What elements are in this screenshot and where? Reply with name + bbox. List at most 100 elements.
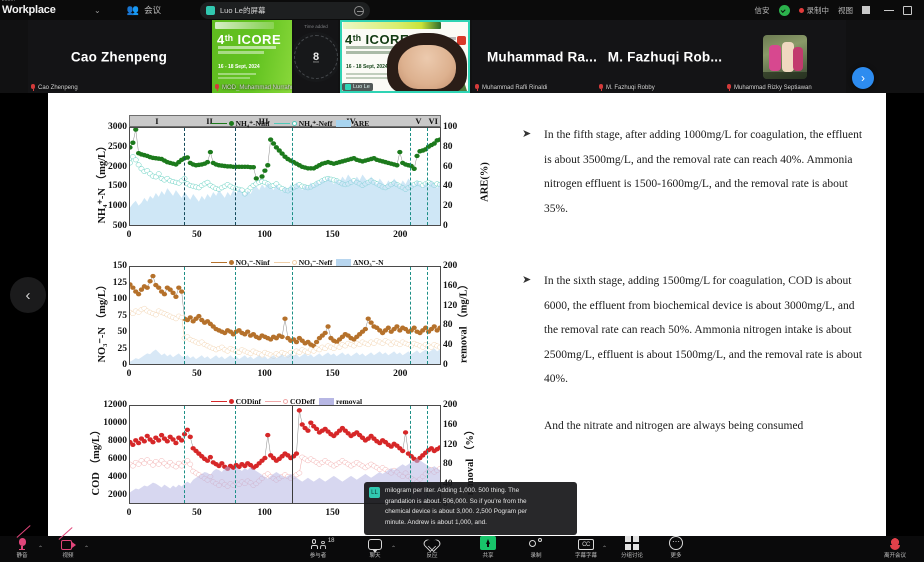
secure-label[interactable]: 信安 [754,5,770,15]
chart-stage-label: I [155,116,159,126]
participant-tile[interactable]: 4ᵗʰ ICORE 16 - 18 Sept, 2024 MOD_Muhamma… [212,20,292,93]
toolbar-mic-muted[interactable]: 静音 [8,525,36,559]
chart-data-point [402,430,409,435]
more-ellipsis-icon: ⋯ [669,536,683,550]
chart-stage-divider [426,406,428,503]
toolbar-label: 分组讨论 [620,553,643,559]
window-minimize-icon[interactable] [884,9,894,11]
share-avatar-icon [206,6,215,15]
chart-data-point [133,128,139,132]
chevron-up-icon[interactable]: ⌃ [38,546,44,552]
participant-tile[interactable]: M. Fazhuqi Rob... M. Fazhuqi Robby [596,20,734,93]
slide-text-column: ➤ In the fifth stage, after adding 1000m… [518,123,870,438]
chart-data-point [188,462,193,466]
participant-tile[interactable]: Muhammad Rizky Septiawan [724,20,846,93]
chart-data-point [253,176,259,181]
chart-legend-item: CODinf [210,397,261,406]
legend-label: NH₄⁺-Neff [298,119,333,128]
toolbar-leave-meeting[interactable]: 离开会议 [881,537,909,559]
active-speaker-tile[interactable]: 4ᵗʰ ICORE 16 - 18 Sept, 2024 Luo Le [340,20,470,93]
chart-data-point [411,325,417,331]
zoom-bottom-toolbar: 静音 ⌃ 视频 ⌃ 18 参与者 聊天 ⌃ 反应 共享 录制 CC 字幕字幕 ⌃ 分组讨论 ⋯ 更多 离开会议 [0,525,924,562]
legend-label: removal [336,397,363,406]
chart-area-series [130,348,440,364]
chart-data-point [365,316,371,321]
participant-name-label: Muhammad Rizky Septiawan [734,84,812,91]
participant-name-label: M. Fazhuqi Robby [606,84,655,91]
chart-data-point [207,454,214,460]
chart-data-point [259,174,265,179]
toolbar-more-ellipsis[interactable]: ⋯ 更多 [662,536,690,559]
chart-data-point [135,440,142,446]
participant-display-name: Muhammad Ra... [486,49,598,64]
toolbar-heart[interactable]: 反应 [418,537,446,559]
chevron-down-icon[interactable]: ⌄ [94,5,101,15]
meeting-label[interactable]: 会议 [144,5,162,15]
chart-no3-n: NO₃⁻-N （mg/L） removal （mg/L） 0 25 50 75 100 1… [61,254,501,387]
recording-indicator[interactable]: 录制中 [798,5,829,16]
chart-stage-divider [410,406,412,503]
timer-ring [294,34,338,79]
toolbar-label: 离开会议 [883,553,906,559]
chart-plot-area [129,405,441,504]
chart-data-point [385,325,391,331]
chart-y-tick-right: 120 [443,439,458,450]
chart-y-tick: 2000 [108,490,127,500]
filmstrip-next-button[interactable]: › [852,67,874,89]
chart-y-tick: 6000 [108,454,127,464]
chart-data-point [276,148,282,153]
chart-data-point [187,315,193,320]
chart-x-tick: 100 [257,369,272,379]
toolbar-record[interactable]: 录制 [522,537,550,559]
chevron-up-icon[interactable]: ⌃ [391,546,397,552]
chart-data-point [170,437,176,442]
live-caption-overlay[interactable]: LL milogram per liter. Adding 1,000. 500… [364,482,577,535]
chart-data-point [273,145,280,150]
chart-data-point [130,282,133,287]
minimize-icon[interactable] [354,5,364,16]
shield-check-icon[interactable] [778,4,790,16]
timer-unit: min [312,58,320,64]
people-icon[interactable]: 👥 [126,4,140,16]
screen-share-pill[interactable]: Luo Le的屏幕 [200,2,370,19]
chart-data-point [268,137,274,142]
chart-data-point [204,159,211,165]
chart-data-point [437,445,440,450]
chart-data-point [431,141,437,146]
chart-data-point [165,464,170,468]
window-maximize-icon[interactable] [903,5,912,15]
chart-data-point [414,153,420,159]
grid-icon[interactable] [862,6,870,14]
previous-page-button[interactable]: ‹ [10,277,46,313]
breakout-rooms-icon [625,536,639,550]
top-bar-right-group: 信安 录制中 视图 [746,0,924,20]
brand-mini-label: zoom [2,0,16,3]
chevron-up-icon[interactable]: ⌃ [84,546,90,552]
toolbar-chat[interactable]: 聊天 [361,537,389,559]
chart-data-point [400,448,406,454]
chart-x-tick: 150 [325,230,340,240]
chart-stage-label: II [206,116,213,126]
chart-data-point [150,273,156,279]
participant-name-label: MOD_Muhammad Nurrahmsu A [222,84,292,91]
toolbar-closed-caption[interactable]: CC 字幕字幕 [572,537,600,559]
chart-data-point [156,285,162,290]
toolbar-participants[interactable]: 18 参与者 [304,537,335,559]
toolbar-camera-off[interactable]: 视频 [54,527,82,559]
chart-data-point [431,324,437,329]
toolbar-share-screen[interactable]: 共享 [474,536,502,559]
chart-line-series [130,410,440,468]
chevron-up-icon[interactable]: ⌃ [602,546,608,552]
chart-y-tick-right: 60 [443,161,453,172]
view-label[interactable]: 视图 [838,5,853,15]
participant-tile[interactable]: Cao Zhenpeng Cao Zhenpeng [28,20,210,93]
poster-subtitle-line [218,46,276,49]
participant-tile[interactable]: Muhammad Ra... Muhammad Rafli Rinaldi [472,20,612,93]
chart-data-point [437,345,440,349]
legend-marker [291,260,297,265]
toolbar-breakout-rooms[interactable]: 分组讨论 [618,536,646,559]
legend-label: ARE [353,119,370,128]
photo-foreground [763,71,807,79]
chart-legend-item: ARE [336,119,369,128]
chart-data-point [130,464,135,468]
